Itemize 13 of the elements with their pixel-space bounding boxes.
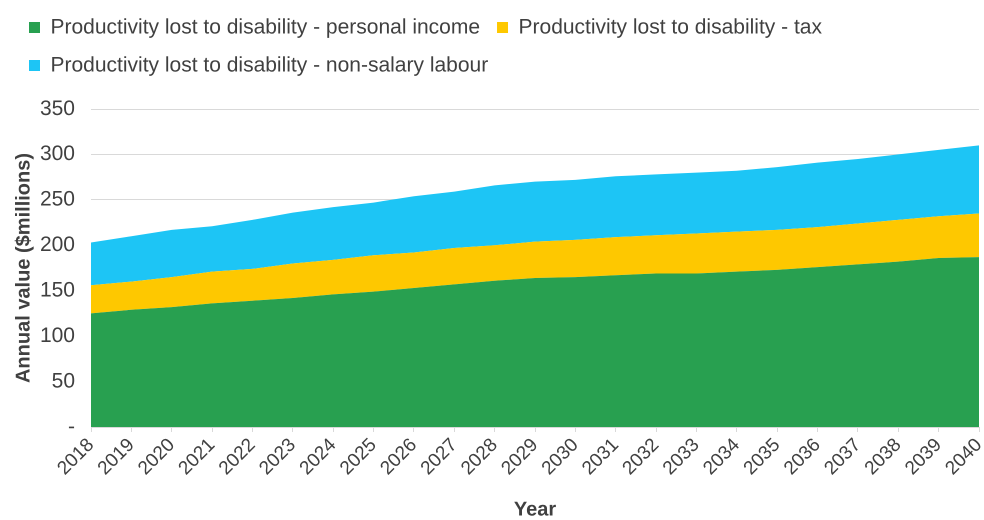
y-tick-label: 300 (40, 142, 75, 166)
y-tick-label: 350 (40, 96, 75, 120)
y-axis-title: Annual value ($millions) (12, 152, 35, 384)
legend-label: Productivity lost to disability - tax (518, 15, 822, 38)
y-tick-label: 50 (52, 369, 75, 392)
y-tick-label: 200 (40, 233, 75, 256)
y-tick-label: 250 (40, 188, 75, 211)
y-tick-label: 100 (40, 324, 75, 347)
x-axis-title: Year (514, 498, 556, 520)
y-tick-label: 150 (40, 278, 75, 302)
y-tick-label: - (68, 414, 75, 438)
legend-label: Productivity lost to disability - personal income (50, 15, 480, 38)
legend-label: Productivity lost to disability - non-salary labour (50, 53, 488, 76)
